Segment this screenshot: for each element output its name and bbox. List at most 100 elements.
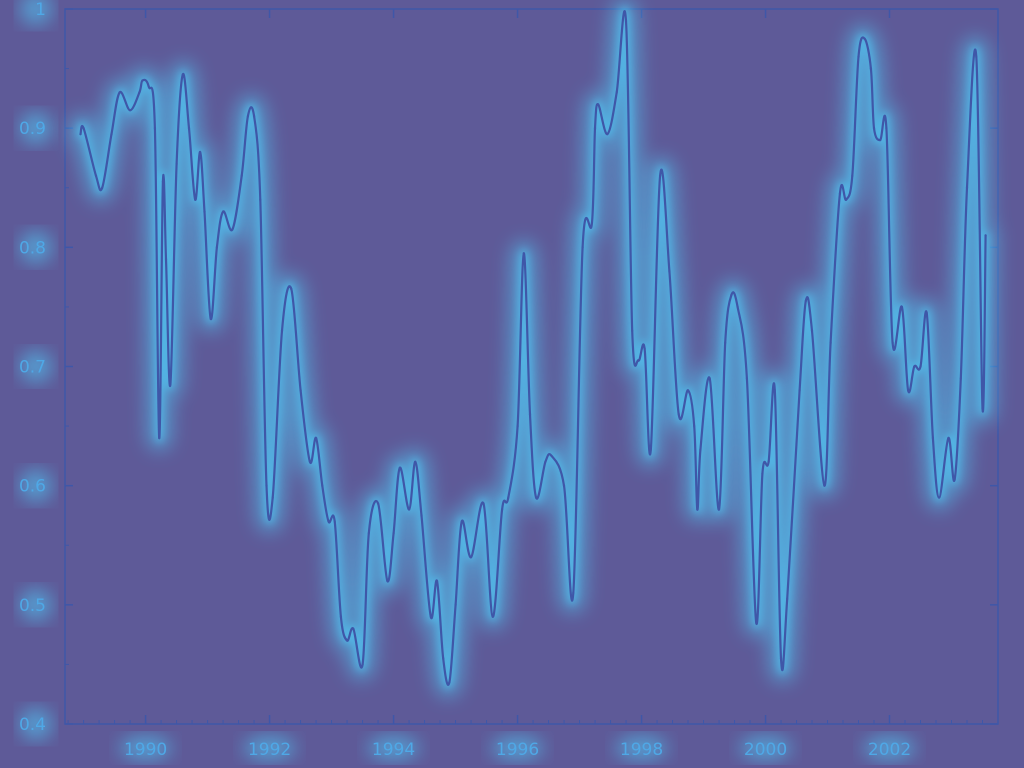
y-tick-label: 0.4 <box>19 715 46 735</box>
data-point <box>693 424 696 428</box>
data-point <box>699 448 702 452</box>
data-point <box>420 514 423 517</box>
data-point <box>844 198 848 201</box>
data-point <box>984 234 987 237</box>
data-point <box>161 180 165 183</box>
data-point <box>823 484 826 487</box>
data-point <box>321 484 324 487</box>
x-tick-label-glow <box>491 736 544 760</box>
data-point <box>937 496 941 499</box>
y-tick-label-glow <box>20 231 52 264</box>
data-point <box>596 103 600 106</box>
data-point <box>79 132 82 136</box>
data-point <box>913 365 916 368</box>
data-point <box>953 478 956 481</box>
data-point <box>333 520 336 523</box>
data-point <box>959 377 962 380</box>
data-point <box>308 460 312 463</box>
data-point <box>110 132 113 136</box>
data-point <box>516 424 519 428</box>
data-point <box>147 85 150 88</box>
data-point <box>745 377 749 380</box>
data-point <box>435 579 439 583</box>
x-tick-label: 2002 <box>868 740 911 760</box>
data-point <box>215 246 219 249</box>
data-point <box>696 508 699 511</box>
y-tick-label-glow <box>20 469 52 502</box>
data-point <box>773 389 776 392</box>
data-point <box>407 508 411 511</box>
data-point <box>164 258 168 261</box>
data-point <box>615 91 618 94</box>
series-layer <box>79 10 987 686</box>
data-point <box>631 329 634 332</box>
data-point <box>528 413 532 416</box>
data-point <box>491 615 494 618</box>
data-point <box>460 520 463 523</box>
x-tick-label: 1994 <box>372 740 415 760</box>
data-point <box>203 210 206 213</box>
x-tick-label: 1990 <box>124 740 167 760</box>
x-tick-label-glow <box>615 736 668 760</box>
data-point <box>246 115 250 118</box>
data-point <box>339 615 343 618</box>
tick-labels: 0.4 0.5 0.6 0.7 0.8 0.9 1 1990 1992 1994 1996 1998 2… <box>19 0 911 760</box>
data-point <box>798 389 801 392</box>
data-point <box>482 502 485 505</box>
data-point <box>637 359 640 362</box>
data-point <box>252 115 256 118</box>
data-point <box>392 532 395 535</box>
data-point <box>736 305 739 309</box>
data-point <box>900 305 904 309</box>
data-point <box>779 657 783 660</box>
x-tick-label: 1996 <box>496 740 539 760</box>
data-point <box>94 174 98 177</box>
y-tick-label-glow <box>20 112 52 145</box>
data-point <box>500 508 504 511</box>
data-point <box>290 287 293 291</box>
data-point <box>367 532 370 535</box>
data-point <box>82 127 85 130</box>
data-point <box>851 174 854 177</box>
data-point <box>668 270 671 273</box>
data-point <box>965 186 969 189</box>
data-point <box>259 198 262 201</box>
data-point <box>931 436 935 440</box>
data-point <box>593 127 597 130</box>
data-point <box>352 627 355 630</box>
x-tick-label-glow <box>739 736 792 760</box>
data-point <box>138 91 141 94</box>
data-point <box>810 329 814 332</box>
y-tick-label: 0.6 <box>19 477 46 497</box>
data-point <box>686 389 690 392</box>
data-point <box>925 311 928 315</box>
data-point <box>209 317 212 320</box>
y-tick-label: 0.5 <box>19 596 46 616</box>
x-tick-label: 1998 <box>620 740 663 760</box>
data-point <box>469 556 473 559</box>
data-point <box>724 341 727 344</box>
data-point <box>879 138 882 142</box>
data-point <box>562 484 566 487</box>
data-point <box>755 621 758 624</box>
data-point <box>550 454 553 458</box>
data-point <box>677 413 680 416</box>
data-point <box>194 198 197 201</box>
data-point <box>981 407 984 410</box>
data-point <box>708 377 711 380</box>
data-point <box>429 615 432 618</box>
data-point <box>975 55 978 58</box>
data-point <box>158 436 161 440</box>
y-tick-label: 1 <box>35 0 46 20</box>
data-point <box>624 19 628 23</box>
data-point <box>838 192 842 195</box>
data-point <box>442 657 445 660</box>
data-point <box>572 591 575 595</box>
data-point <box>153 127 157 130</box>
y-tick-label-glow <box>20 708 52 740</box>
data-point <box>345 639 349 642</box>
data-point <box>643 347 646 350</box>
data-point <box>327 520 330 523</box>
